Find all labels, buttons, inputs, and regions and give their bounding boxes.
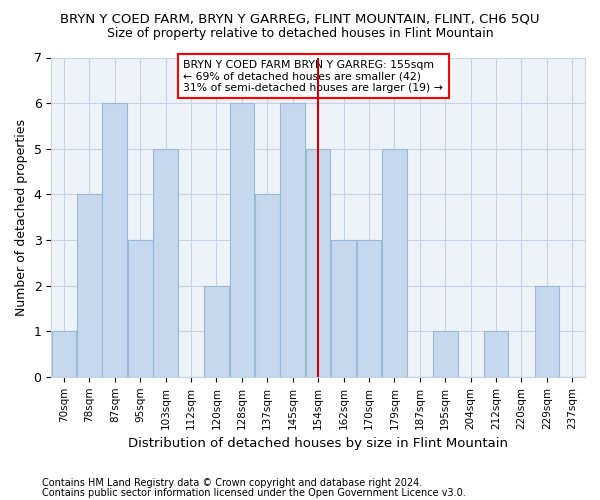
Bar <box>331 240 356 377</box>
Bar <box>255 194 280 377</box>
Text: Size of property relative to detached houses in Flint Mountain: Size of property relative to detached ho… <box>107 28 493 40</box>
Bar <box>382 148 407 377</box>
Bar <box>306 148 331 377</box>
Bar <box>77 194 102 377</box>
Bar <box>433 331 458 377</box>
Bar <box>52 331 76 377</box>
Bar <box>484 331 508 377</box>
Y-axis label: Number of detached properties: Number of detached properties <box>15 118 28 316</box>
X-axis label: Distribution of detached houses by size in Flint Mountain: Distribution of detached houses by size … <box>128 437 508 450</box>
Bar <box>535 286 559 377</box>
Bar <box>103 103 127 377</box>
Bar <box>280 103 305 377</box>
Bar <box>356 240 381 377</box>
Text: BRYN Y COED FARM BRYN Y GARREG: 155sqm
← 69% of detached houses are smaller (42): BRYN Y COED FARM BRYN Y GARREG: 155sqm ←… <box>184 60 443 93</box>
Text: Contains HM Land Registry data © Crown copyright and database right 2024.: Contains HM Land Registry data © Crown c… <box>42 478 422 488</box>
Bar <box>128 240 152 377</box>
Bar <box>204 286 229 377</box>
Text: BRYN Y COED FARM, BRYN Y GARREG, FLINT MOUNTAIN, FLINT, CH6 5QU: BRYN Y COED FARM, BRYN Y GARREG, FLINT M… <box>60 12 540 26</box>
Bar <box>154 148 178 377</box>
Bar <box>230 103 254 377</box>
Text: Contains public sector information licensed under the Open Government Licence v3: Contains public sector information licen… <box>42 488 466 498</box>
